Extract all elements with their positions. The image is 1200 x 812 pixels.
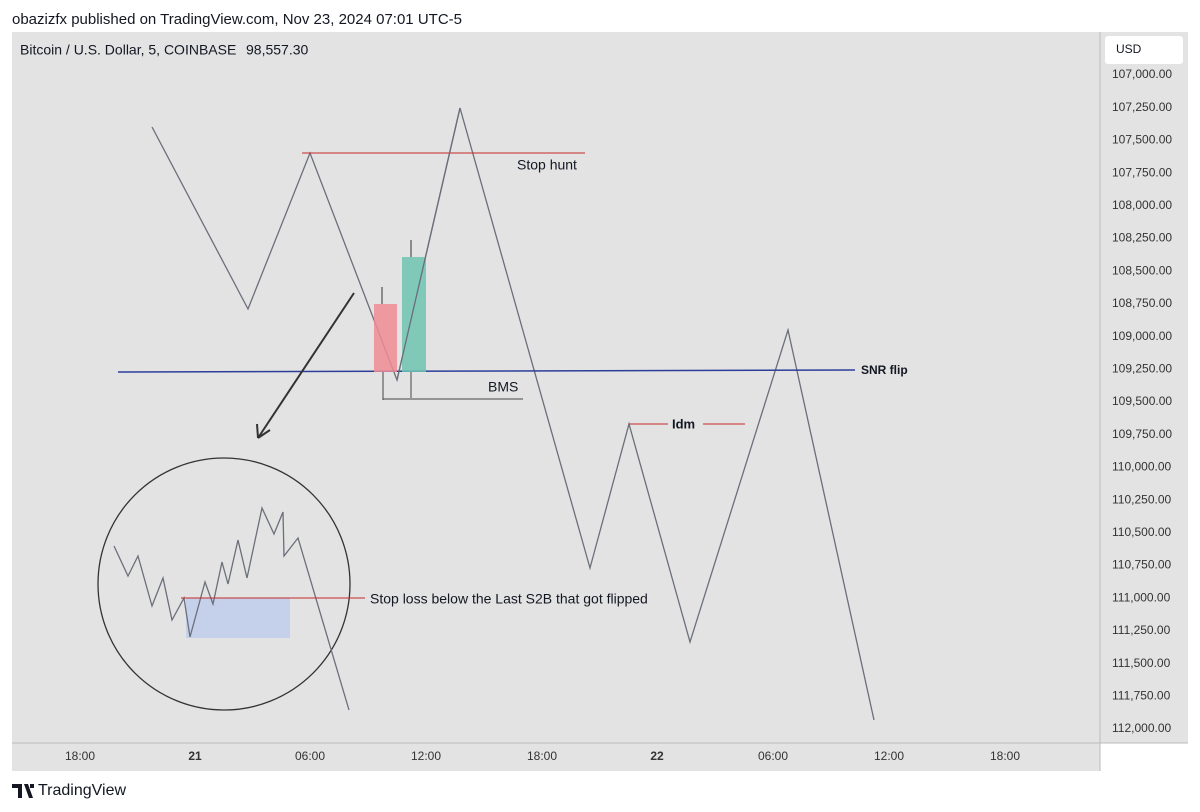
path-drawing bbox=[151, 107, 875, 721]
currency-button[interactable] bbox=[1105, 36, 1183, 64]
price-tick-label: 112,000.00 bbox=[1112, 721, 1171, 735]
footer bbox=[0, 771, 1200, 812]
zone bbox=[186, 598, 290, 638]
bms-label: BMS bbox=[488, 379, 518, 395]
legend-symbol: Bitcoin / U.S. Dollar, 5, COINBASE bbox=[20, 42, 236, 58]
candle bbox=[374, 304, 397, 372]
time-tick-label: 12:00 bbox=[411, 749, 441, 763]
bms-bracket bbox=[382, 372, 523, 400]
price-tick-label: 108,000.00 bbox=[1112, 198, 1172, 212]
arrow bbox=[256, 292, 355, 439]
time-tick-label: 22 bbox=[650, 749, 664, 763]
snr-label: SNR flip bbox=[861, 363, 908, 377]
price-tick-label: 111,000.00 bbox=[1112, 590, 1171, 604]
price-tick-label: 110,500.00 bbox=[1112, 525, 1171, 539]
price-tick-label: 111,750.00 bbox=[1112, 688, 1171, 702]
price-tick-label: 107,250.00 bbox=[1112, 100, 1172, 114]
legend-price: 98,557.30 bbox=[246, 42, 308, 58]
path-drawing bbox=[113, 505, 350, 711]
stop-hunt-label: Stop hunt bbox=[517, 157, 577, 173]
time-tick-label: 18:00 bbox=[990, 749, 1020, 763]
chart-pane bbox=[12, 32, 1100, 743]
highlight-circle bbox=[97, 457, 351, 711]
price-tick-label: 109,250.00 bbox=[1112, 361, 1172, 375]
time-tick-label: 06:00 bbox=[295, 749, 325, 763]
currency[interactable]: USD bbox=[1116, 42, 1142, 56]
price-tick-label: 107,750.00 bbox=[1112, 165, 1172, 179]
price-tick-label: 108,750.00 bbox=[1112, 296, 1172, 310]
price-axis bbox=[1100, 32, 1188, 743]
price-tick-label: 111,250.00 bbox=[1112, 623, 1171, 637]
idm-label: Idm bbox=[672, 416, 695, 431]
time-tick-label: 18:00 bbox=[527, 749, 557, 763]
candle bbox=[402, 257, 426, 372]
brand: TradingView bbox=[38, 782, 126, 799]
path-drawing bbox=[396, 107, 461, 381]
price-tick-label: 110,750.00 bbox=[1112, 558, 1171, 572]
price-tick-label: 109,750.00 bbox=[1112, 427, 1172, 441]
logo bbox=[12, 784, 34, 798]
price-tick-label: 108,500.00 bbox=[1112, 263, 1172, 277]
header-title: obazizfx published on TradingView.com, N… bbox=[12, 11, 462, 28]
price-tick-label: 107,500.00 bbox=[1112, 133, 1172, 147]
time-axis bbox=[12, 743, 1100, 771]
stop-loss-label: Stop loss below the Last S2B that got fl… bbox=[370, 591, 648, 607]
price-tick-label: 108,250.00 bbox=[1112, 231, 1172, 245]
time-tick-label: 06:00 bbox=[758, 749, 788, 763]
price-tick-label: 110,250.00 bbox=[1112, 492, 1171, 506]
price-tick-label: 109,000.00 bbox=[1112, 329, 1172, 343]
price-tick-label: 109,500.00 bbox=[1112, 394, 1172, 408]
time-tick-label: 21 bbox=[188, 749, 202, 763]
price-tick-label: 107,000.00 bbox=[1112, 67, 1172, 81]
time-tick-label: 18:00 bbox=[65, 749, 95, 763]
snr-line bbox=[117, 369, 856, 373]
price-tick-label: 110,000.00 bbox=[1112, 460, 1171, 474]
price-tick-label: 111,500.00 bbox=[1112, 656, 1171, 670]
time-tick-label: 12:00 bbox=[874, 749, 904, 763]
